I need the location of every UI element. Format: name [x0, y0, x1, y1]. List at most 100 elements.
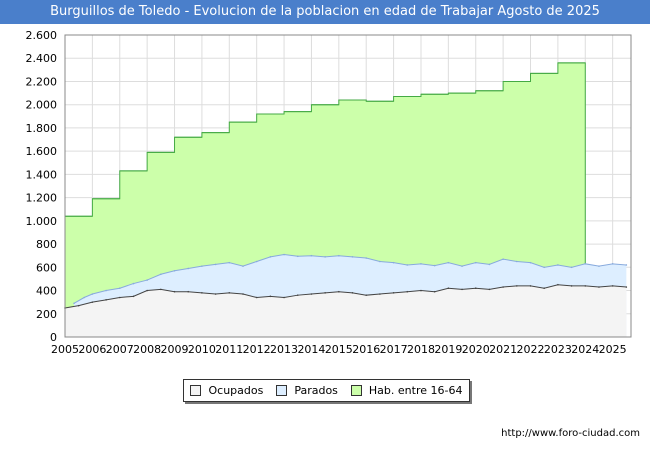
parados-point	[296, 255, 299, 258]
x-tick-label: 2014	[297, 343, 325, 356]
y-tick-label: 1.000	[26, 215, 58, 228]
credit-link[interactable]: http://www.foro-ciudad.com	[501, 428, 640, 439]
chart-title: Burguillos de Toledo - Evolucion de la p…	[0, 0, 650, 24]
x-tick-label: 2005	[51, 343, 79, 356]
y-tick-label: 0	[50, 331, 57, 344]
parados-point	[543, 266, 545, 269]
ocupados-point	[296, 294, 299, 296]
parados-point	[146, 279, 148, 281]
ocupados-point	[406, 290, 409, 293]
parados-point	[557, 264, 559, 266]
x-tick-label: 2019	[434, 343, 462, 356]
ocupados-point	[379, 293, 381, 295]
parados-point	[351, 256, 354, 258]
parados-point	[433, 264, 436, 267]
plot-border	[64, 34, 632, 338]
x-tick-label: 2015	[325, 343, 353, 356]
x-tick-label: 2009	[161, 343, 189, 356]
ocupados-point	[351, 292, 354, 294]
x-tick-label: 2024	[571, 343, 599, 356]
parados-point	[474, 261, 477, 264]
parados-point	[214, 263, 217, 266]
parados-point	[173, 269, 176, 272]
ocupados-point	[160, 288, 162, 291]
ocupados-point	[105, 299, 107, 301]
ocupados-point	[338, 290, 340, 293]
ocupados-point	[625, 286, 628, 288]
parados-point	[420, 263, 422, 265]
parados-point	[83, 296, 85, 299]
parados-point	[91, 293, 94, 295]
y-tick-label: 2.600	[26, 29, 58, 42]
parados-point	[255, 260, 258, 263]
ocupados-point	[474, 287, 477, 290]
parados-point	[338, 254, 340, 257]
ocupados-point	[365, 294, 368, 296]
series-ocupados-area	[65, 284, 627, 337]
ocupados-point	[570, 285, 573, 287]
parados-point	[160, 273, 162, 276]
legend-item-ocupados: Ocupados	[190, 384, 263, 397]
ocupados-point	[146, 289, 148, 292]
legend-label-parados: Parados	[294, 384, 338, 397]
ocupados-point	[516, 285, 518, 287]
parados-point	[611, 263, 614, 265]
ocupados-point	[324, 292, 326, 294]
y-tick-label: 1.200	[26, 192, 58, 205]
parados-point	[392, 261, 395, 264]
parados-point	[461, 265, 463, 267]
parados-point	[118, 287, 121, 290]
x-tick-label: 2021	[489, 343, 517, 356]
parados-point	[365, 257, 368, 259]
series-ocupados-line	[64, 284, 627, 309]
x-tick-label: 2006	[78, 343, 106, 356]
ocupados-point	[269, 295, 272, 298]
ocupados-point	[502, 286, 504, 288]
parados-point	[406, 264, 409, 266]
parados-point	[187, 267, 190, 270]
ocupados-point	[488, 288, 491, 291]
ocupados-point	[420, 289, 422, 292]
y-tick-label: 600	[36, 261, 57, 274]
x-tick-label: 2013	[270, 343, 298, 356]
ocupados-point	[584, 285, 587, 287]
x-tick-label: 2011	[215, 343, 243, 356]
parados-point	[201, 265, 203, 267]
parados-point	[488, 263, 491, 266]
x-tick-label: 2018	[407, 343, 435, 356]
x-tick-label: 2020	[462, 343, 490, 356]
ocupados-point	[132, 295, 135, 298]
y-tick-label: 2.000	[26, 99, 58, 112]
y-tick-label: 1.600	[26, 145, 58, 158]
legend-item-parados: Parados	[276, 384, 338, 397]
ocupados-point	[433, 290, 436, 293]
legend-swatch-parados	[276, 385, 288, 396]
x-tick-label: 2016	[352, 343, 380, 356]
ocupados-point	[242, 293, 244, 295]
ocupados-point	[118, 296, 121, 299]
ocupados-point	[91, 301, 94, 303]
x-tick-label: 2007	[106, 343, 134, 356]
parados-point	[324, 256, 326, 258]
x-tick-label: 2008	[133, 343, 161, 356]
parados-point	[228, 261, 231, 264]
parados-point	[73, 302, 75, 305]
parados-point	[529, 261, 532, 264]
ocupados-point	[529, 285, 532, 287]
ocupados-point	[214, 293, 217, 295]
legend-swatch-ocupados	[190, 385, 202, 396]
series-parados-line	[73, 254, 627, 304]
legend: Ocupados Parados Hab. entre 16-64	[183, 379, 470, 402]
y-tick-label: 1.800	[26, 122, 58, 135]
parados-point	[242, 265, 244, 267]
parados-point	[625, 264, 628, 266]
ocupados-point	[310, 293, 313, 295]
parados-point	[379, 260, 381, 263]
x-tick-label: 2012	[243, 343, 271, 356]
ocupados-point	[201, 292, 203, 294]
x-tick-label: 2022	[517, 343, 545, 356]
y-tick-label: 200	[36, 308, 57, 321]
legend-item-hab: Hab. entre 16-64	[350, 384, 462, 397]
ocupados-point	[461, 288, 463, 291]
